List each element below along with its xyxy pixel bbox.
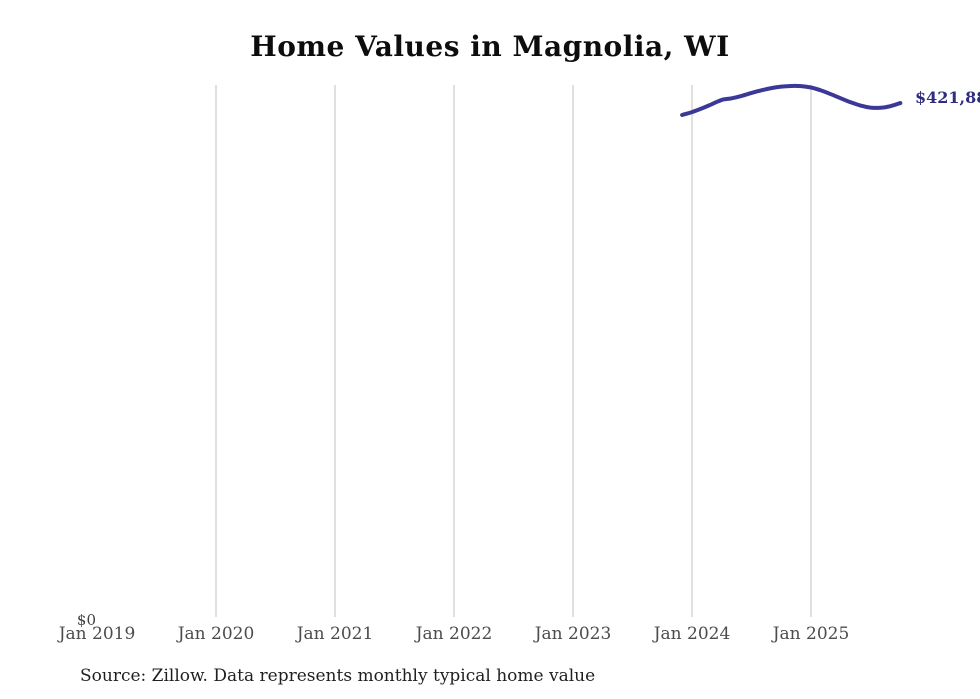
- chart-title: Home Values in Magnolia, WI: [250, 30, 730, 63]
- y-axis-zero-label: $0: [76, 611, 96, 629]
- source-note: Source: Zillow. Data represents monthly …: [80, 666, 596, 686]
- x-tick-label: Jan 2023: [534, 624, 612, 644]
- latest-value-label: $421,886: [915, 88, 980, 107]
- x-tick-label: Jan 2025: [772, 624, 850, 644]
- x-tick-label: Jan 2021: [296, 624, 374, 644]
- x-tick-label: Jan 2022: [415, 624, 493, 644]
- home-value-line: [680, 83, 903, 117]
- x-tick-label: Jan 2020: [177, 624, 255, 644]
- x-tick-label: Jan 2024: [653, 624, 731, 644]
- x-tick-label: Jan 2019: [58, 624, 136, 644]
